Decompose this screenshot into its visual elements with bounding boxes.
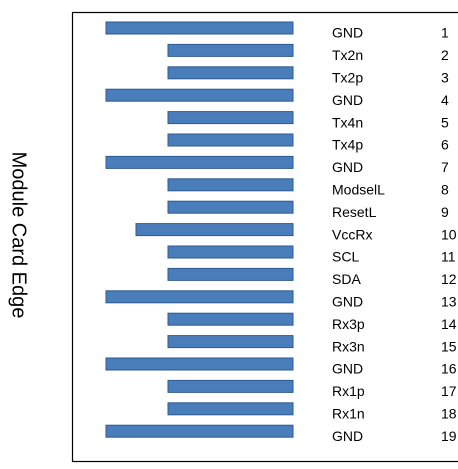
contact-pad [167, 178, 294, 192]
pin-label: Tx2n [332, 47, 363, 63]
pin-label: GND [332, 361, 363, 377]
pin-number: 18 [441, 406, 457, 422]
pin-label: GND [332, 159, 363, 175]
pin-label: SCL [332, 249, 359, 265]
contact-pad [105, 424, 294, 438]
pin-label: Tx4p [332, 137, 363, 153]
pin-number: 14 [441, 316, 457, 332]
contact-pad [105, 21, 294, 35]
pin-label: Rx1p [332, 383, 365, 399]
pin-number: 11 [441, 249, 456, 265]
contact-pad [167, 111, 294, 125]
pin-label: Rx3p [332, 316, 365, 332]
pin-number: 13 [441, 294, 457, 310]
pin-number: 9 [441, 204, 449, 220]
contact-pad [167, 200, 294, 214]
card-frame [71, 11, 458, 463]
contact-pad [105, 155, 294, 169]
contact-pad [167, 335, 294, 349]
pin-number: 1 [441, 25, 449, 41]
pin-number: 2 [441, 47, 449, 63]
pin-number: 19 [441, 428, 457, 444]
pin-label: ResetL [332, 204, 377, 220]
contact-pad [105, 290, 294, 304]
contact-pad [167, 402, 294, 416]
contact-pad [167, 245, 294, 259]
contact-pad [167, 312, 294, 326]
pin-label: Tx4n [332, 114, 363, 130]
pin-label: Rx1n [332, 406, 365, 422]
contact-pad [105, 88, 294, 102]
pin-number: 10 [441, 226, 457, 242]
pin-number: 7 [441, 159, 449, 175]
pin-label: GND [332, 25, 363, 41]
pin-number: 16 [441, 361, 457, 377]
pin-number: 15 [441, 338, 457, 354]
contact-pad [167, 133, 294, 147]
pin-label: GND [332, 294, 363, 310]
pin-number: 6 [441, 137, 449, 153]
pin-label: Rx3n [332, 338, 365, 354]
pin-label: GND [332, 428, 363, 444]
pin-number: 4 [441, 92, 449, 108]
contact-pad [167, 267, 294, 281]
contact-pad [167, 379, 294, 393]
contact-pad [105, 357, 294, 371]
contact-pad [167, 43, 294, 57]
card-title: Module Card Edge [8, 152, 30, 319]
pin-number: 17 [441, 383, 457, 399]
contact-pad [167, 66, 294, 80]
pin-label: VccRx [332, 226, 372, 242]
pin-number: 12 [441, 271, 457, 287]
contact-pad [135, 223, 294, 237]
pin-number: 3 [441, 70, 449, 86]
pin-label: Tx2p [332, 70, 363, 86]
pin-number: 5 [441, 114, 449, 130]
pin-number: 8 [441, 182, 449, 198]
pin-label: GND [332, 92, 363, 108]
pin-label: SDA [332, 271, 361, 287]
pin-label: ModselL [332, 182, 385, 198]
